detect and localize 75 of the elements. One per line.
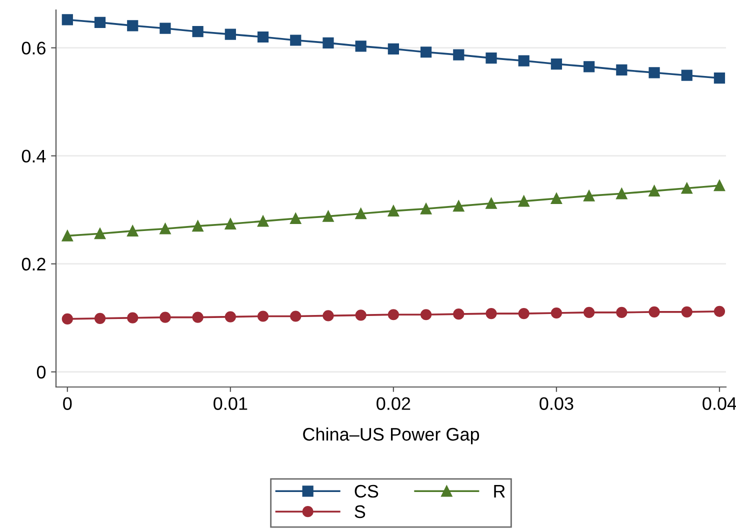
point [518,196,530,207]
point [322,210,334,222]
point [550,192,562,204]
point [714,180,726,192]
point [355,310,366,321]
point [550,58,562,70]
point [648,67,660,78]
point [616,64,628,76]
point [257,310,269,322]
point [322,37,334,49]
y-tick-label: 0.2 [22,258,46,271]
point [486,308,497,320]
point [94,312,106,324]
point [290,34,302,46]
point [518,55,530,66]
legend-label: S [354,505,366,518]
x-tick-label: 0.03 [540,397,574,410]
point [681,70,692,81]
point [62,313,73,324]
point [388,43,399,54]
point [160,223,171,234]
point [224,28,236,40]
point [616,306,628,318]
point [486,52,497,64]
point [584,306,595,318]
point [224,218,236,230]
point [322,310,334,322]
x-tick-label: 0.02 [376,397,410,410]
x-axis-title: China–US Power Gap [303,427,480,444]
point [192,26,204,38]
point [127,312,138,324]
point [518,308,530,320]
point [355,40,366,52]
point [62,230,73,242]
point [453,308,464,320]
point [714,306,726,317]
point [681,182,692,194]
y-tick-label: 0.4 [22,150,46,163]
point [550,307,562,319]
point [160,22,171,34]
point [616,188,628,200]
legend-label: R [494,485,505,498]
y-tick-label: 0 [36,366,46,379]
point [127,225,138,236]
point [420,203,432,214]
point [714,72,726,84]
point [681,306,692,318]
point [584,190,595,202]
point [290,212,302,224]
point [257,31,269,43]
point [160,312,171,323]
point [453,200,464,212]
point [420,309,432,320]
point [486,198,497,209]
legend-label: CS [354,484,378,498]
point [62,14,73,26]
point [94,228,106,240]
point [224,311,236,322]
point [127,20,138,32]
point [388,309,399,320]
y-tick-label: 0.6 [22,42,46,55]
point [257,216,269,227]
point [584,61,595,72]
point [94,16,106,28]
point [355,208,366,220]
point [420,46,432,58]
point [388,205,399,216]
point [290,310,302,322]
point [192,220,204,232]
x-tick-label: 0 [63,397,72,410]
point [192,312,204,323]
point [453,49,464,60]
point [648,306,660,318]
x-tick-label: 0.01 [214,397,248,410]
point [648,185,660,196]
